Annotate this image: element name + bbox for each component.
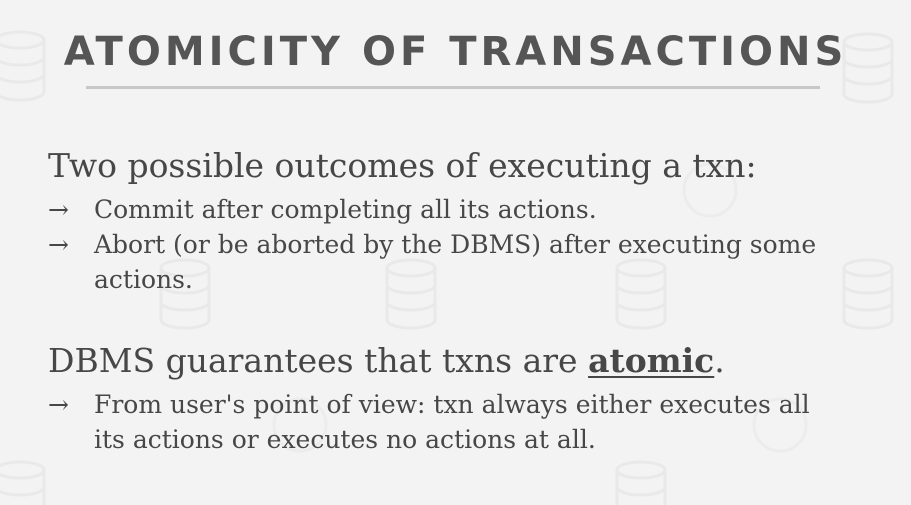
gear-icon bbox=[682, 162, 738, 218]
bullet-commit: → Commit after completing all its action… bbox=[48, 192, 868, 227]
title-underline-rule bbox=[86, 86, 820, 89]
atomic-emphasis: atomic bbox=[588, 341, 715, 380]
section2-heading-prefix: DBMS guarantees that txns are bbox=[48, 341, 589, 380]
bullet-text: From user's point of view: txn always ei… bbox=[94, 390, 810, 454]
bullet-abort: → Abort (or be aborted by the DBMS) afte… bbox=[48, 227, 848, 297]
bullet-text: Abort (or be aborted by the DBMS) after … bbox=[94, 230, 817, 294]
right-arrow-icon: → bbox=[48, 230, 69, 259]
section2-heading-suffix: . bbox=[714, 341, 725, 380]
section1-heading: Two possible outcomes of executing a txn… bbox=[48, 146, 757, 185]
gear-icon bbox=[272, 397, 328, 453]
right-arrow-icon: → bbox=[48, 195, 69, 224]
section2-heading: DBMS guarantees that txns are atomic. bbox=[48, 341, 725, 381]
bullet-text: Commit after completing all its actions. bbox=[94, 195, 597, 224]
right-arrow-icon: → bbox=[48, 390, 69, 419]
gear-icon bbox=[752, 397, 808, 453]
slide-title: ATOMICITY OF TRANSACTIONS bbox=[63, 29, 848, 75]
bullet-user-view: → From user's point of view: txn always … bbox=[48, 387, 838, 457]
